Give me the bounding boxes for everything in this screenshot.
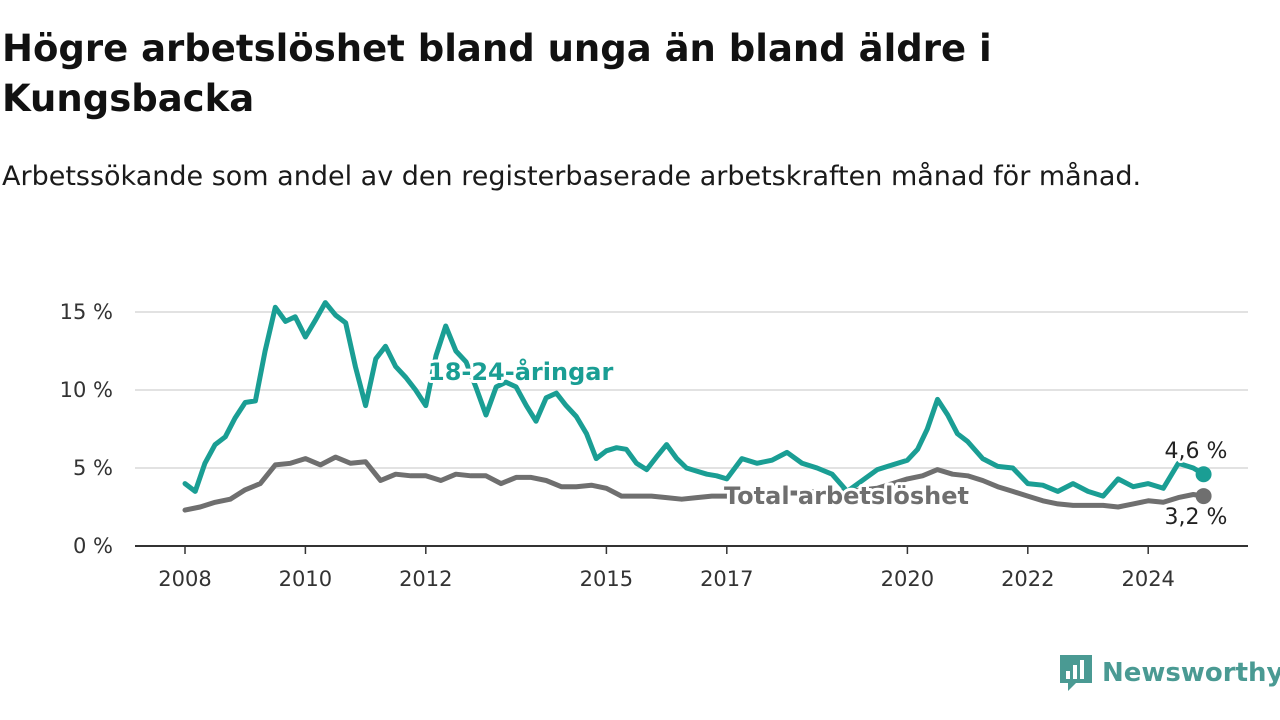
- x-tick-label: 2024: [1121, 567, 1174, 591]
- x-tick-label: 2012: [399, 567, 452, 591]
- series-layer: [182, 300, 1212, 513]
- chart-title: Högre arbetslöshet bland unga än bland ä…: [2, 27, 992, 120]
- series-label-18-24: 18-24-åringar: [428, 357, 613, 386]
- x-tick-label: 2015: [580, 567, 633, 591]
- series-label-total: Total arbetslöshet: [724, 482, 969, 510]
- x-tick-label: 2022: [1001, 567, 1054, 591]
- y-tick-label: 15 %: [60, 300, 113, 324]
- x-tick-label: 2017: [700, 567, 753, 591]
- grid-layer: 0 % 5 % 10 % 15 %: [60, 300, 1248, 558]
- series-end-marker: [1195, 466, 1212, 483]
- chart-subtitle: Arbetssökande som andel av den registerb…: [2, 161, 1142, 192]
- brand-name: Newsworthy: [1102, 658, 1280, 688]
- y-tick-label: 5 %: [73, 456, 113, 480]
- label-layer: 18-24-åringar Total arbetslöshet 4,6 % 3,2 …: [425, 354, 1230, 533]
- series-line: [182, 454, 1207, 513]
- end-value-total: 3,2 %: [1165, 505, 1228, 530]
- x-tick-label: 2008: [158, 567, 211, 591]
- x-tick-label: 2020: [881, 567, 934, 591]
- x-axis: 2008 2010 2012 2015 2017 2020 2022 2024: [135, 545, 1248, 591]
- series-end-marker: [1195, 488, 1212, 505]
- end-value-18-24: 4,6 %: [1165, 439, 1228, 464]
- y-tick-label: 0 %: [73, 534, 113, 558]
- series-line: [182, 300, 1207, 499]
- newsworthy-logo-icon: [1060, 655, 1092, 691]
- newsworthy-logo: Newsworthy: [1058, 652, 1280, 694]
- x-tick-label: 2010: [279, 567, 332, 591]
- y-tick-label: 10 %: [60, 378, 113, 402]
